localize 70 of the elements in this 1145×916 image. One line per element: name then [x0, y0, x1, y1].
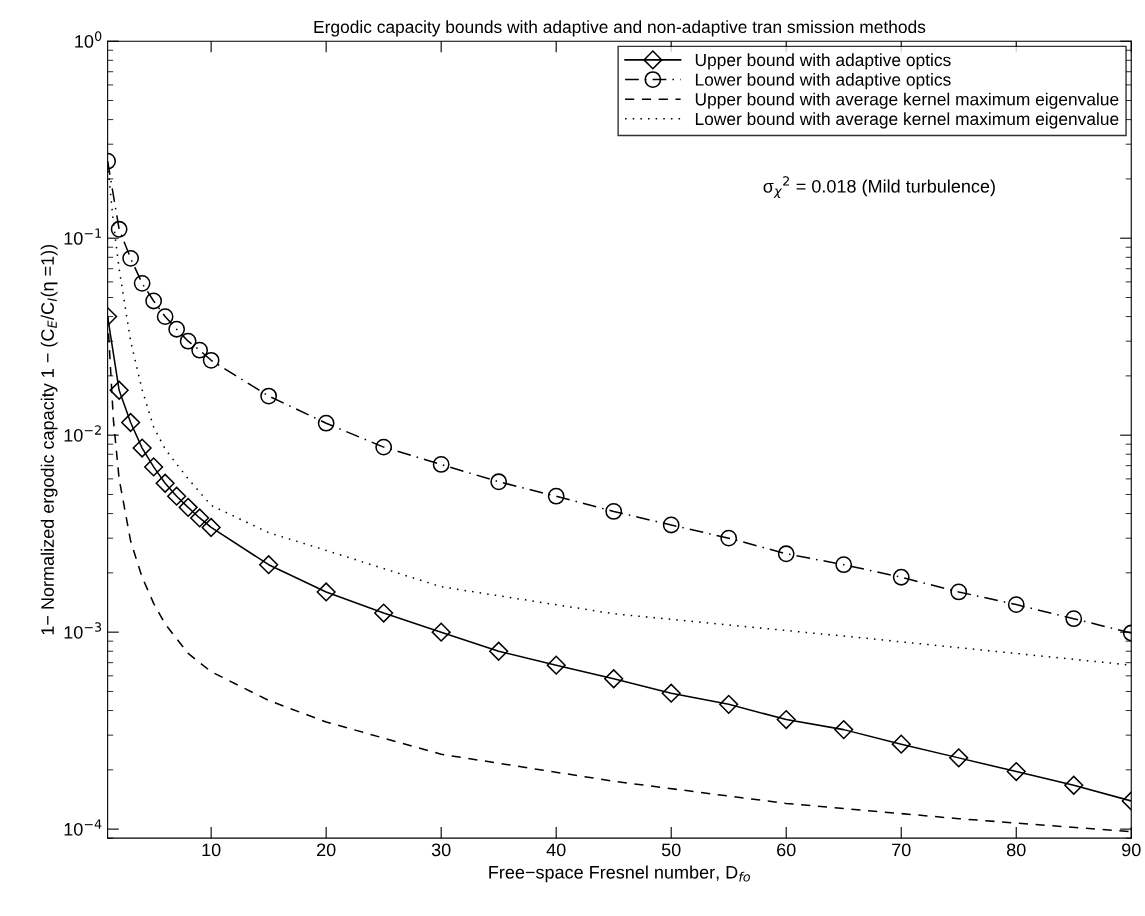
point — [168, 320, 186, 338]
legend-label: Upper bound with average kernel maximum eigenvalue — [695, 92, 1119, 109]
point — [604, 669, 624, 689]
point — [156, 308, 174, 325]
point — [1007, 596, 1025, 614]
x-tick-label: 90 — [1122, 843, 1141, 857]
point — [490, 473, 508, 491]
chart-title: Ergodic capacity bounds with adaptive and non-adaptive tran smission methods — [314, 20, 926, 37]
point — [202, 351, 220, 369]
x-axis-title: Free−space Fresnel number, D$_{fo}$ — [489, 865, 750, 883]
point — [489, 641, 509, 661]
point — [1064, 775, 1084, 795]
y-tick-label: 10$^{−1}$ — [64, 228, 101, 245]
point — [178, 497, 198, 517]
y-tick-label: 10$^{0}$ — [75, 31, 102, 48]
point — [431, 622, 451, 642]
point — [317, 414, 335, 432]
point — [546, 655, 566, 675]
point — [109, 380, 129, 400]
point — [950, 583, 968, 601]
point — [110, 220, 128, 238]
point — [1006, 761, 1026, 782]
point — [375, 438, 393, 456]
point — [145, 292, 163, 310]
point — [167, 486, 187, 506]
point — [661, 683, 681, 703]
point — [777, 545, 795, 563]
point — [605, 503, 623, 520]
y-axis-title: 1− Normalized ergodic capacity 1 − (C$_{E}$/C$_{I}$(η =1)) — [40, 244, 58, 635]
point — [835, 556, 853, 574]
x-tick-label: 50 — [661, 843, 681, 857]
point — [949, 748, 969, 768]
legend-label: Lower bound with adaptive optics — [695, 73, 951, 90]
point — [179, 332, 197, 350]
point — [144, 457, 164, 477]
point — [776, 709, 796, 730]
x-tick-label: 80 — [1006, 843, 1026, 857]
x-tick-label: 40 — [546, 843, 566, 857]
annotation: σ$_{χ}$$^{2}$ = 0.018 (Mild turbulence) — [763, 176, 995, 199]
point — [201, 517, 221, 538]
point — [122, 249, 140, 267]
point — [662, 516, 680, 534]
point — [133, 274, 151, 292]
y-tick-label: 10$^{−4}$ — [64, 819, 102, 836]
x-tick-label: 20 — [317, 843, 336, 857]
y-tick-label: 10$^{−2}$ — [64, 425, 101, 442]
point — [374, 603, 394, 623]
x-tick-label: 10 — [202, 843, 221, 857]
legend-label: Lower bound with average kernel maximum eigenvalue — [695, 112, 1119, 129]
point — [260, 387, 278, 405]
x-tick-label: 60 — [777, 843, 796, 857]
point — [547, 487, 565, 505]
point — [259, 555, 279, 575]
point — [720, 529, 738, 547]
point — [892, 568, 910, 586]
point — [190, 508, 210, 528]
point — [191, 341, 209, 359]
point — [1065, 610, 1083, 628]
legend-label: Upper bound with adaptive optics — [695, 53, 951, 70]
point — [719, 694, 739, 714]
y-tick-label: 10$^{−3}$ — [64, 622, 102, 639]
point — [316, 582, 336, 602]
point — [121, 412, 141, 433]
point — [432, 456, 450, 473]
x-tick-label: 30 — [431, 843, 451, 857]
x-tick-label: 70 — [892, 843, 911, 857]
point — [834, 720, 854, 740]
point — [132, 438, 152, 458]
point — [155, 473, 175, 493]
point — [891, 734, 911, 754]
